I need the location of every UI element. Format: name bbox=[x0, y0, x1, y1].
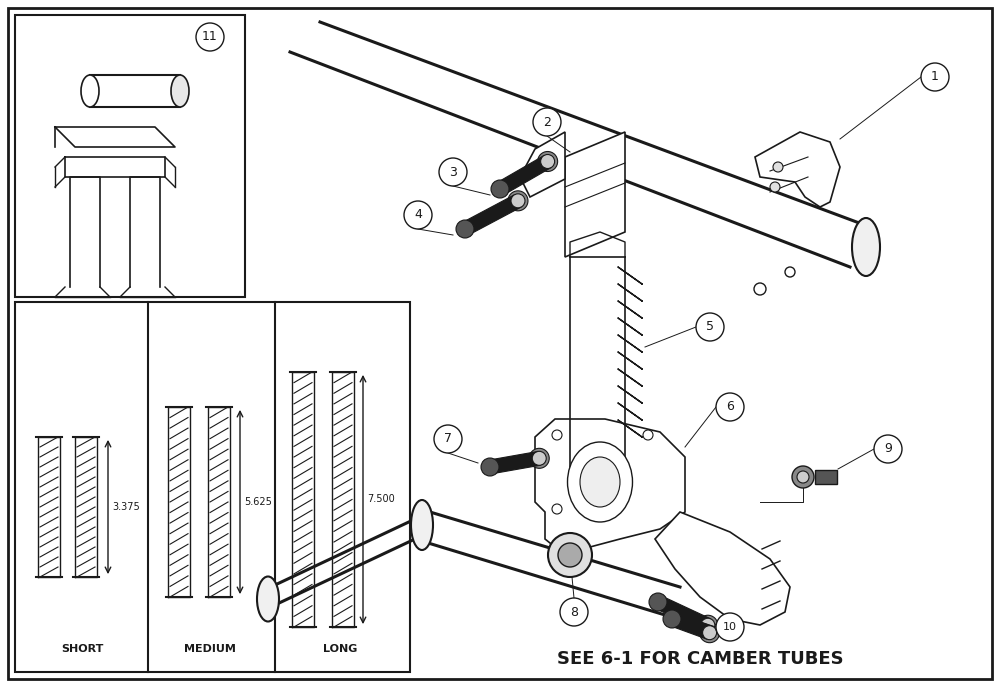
Circle shape bbox=[456, 220, 474, 238]
Circle shape bbox=[716, 613, 744, 641]
Circle shape bbox=[533, 108, 561, 136]
Ellipse shape bbox=[852, 218, 880, 276]
Circle shape bbox=[548, 533, 592, 577]
Polygon shape bbox=[535, 419, 685, 547]
Polygon shape bbox=[489, 451, 540, 474]
Bar bbox=[15, 15, 245, 297]
Circle shape bbox=[703, 626, 717, 640]
Text: 8: 8 bbox=[570, 605, 578, 618]
Circle shape bbox=[538, 152, 558, 172]
Text: 5.625: 5.625 bbox=[244, 497, 272, 507]
Polygon shape bbox=[655, 512, 790, 625]
Circle shape bbox=[792, 466, 814, 488]
Polygon shape bbox=[462, 194, 521, 235]
Polygon shape bbox=[520, 132, 565, 197]
Polygon shape bbox=[655, 596, 711, 631]
Circle shape bbox=[511, 194, 525, 208]
Circle shape bbox=[439, 158, 467, 186]
Text: 7.500: 7.500 bbox=[367, 495, 395, 504]
Circle shape bbox=[558, 543, 582, 567]
Polygon shape bbox=[670, 612, 712, 640]
Circle shape bbox=[404, 201, 432, 229]
Circle shape bbox=[434, 425, 462, 453]
Polygon shape bbox=[496, 155, 551, 195]
Circle shape bbox=[874, 435, 902, 463]
Text: LONG: LONG bbox=[323, 644, 357, 654]
Circle shape bbox=[701, 618, 715, 632]
Circle shape bbox=[696, 313, 724, 341]
Bar bbox=[815, 470, 837, 484]
Circle shape bbox=[921, 63, 949, 91]
Bar bbox=[15, 302, 410, 672]
Circle shape bbox=[532, 451, 546, 465]
Text: 10: 10 bbox=[723, 622, 737, 632]
Polygon shape bbox=[565, 132, 625, 257]
Text: 3.375: 3.375 bbox=[112, 502, 140, 512]
Text: 6: 6 bbox=[726, 401, 734, 414]
Circle shape bbox=[196, 23, 224, 51]
Text: 4: 4 bbox=[414, 208, 422, 221]
Ellipse shape bbox=[568, 442, 633, 522]
Circle shape bbox=[770, 182, 780, 192]
Ellipse shape bbox=[171, 75, 189, 107]
Text: MEDIUM: MEDIUM bbox=[184, 644, 236, 654]
Circle shape bbox=[649, 593, 667, 611]
Circle shape bbox=[773, 162, 783, 172]
Circle shape bbox=[716, 393, 744, 421]
Circle shape bbox=[541, 155, 555, 168]
Circle shape bbox=[785, 267, 795, 277]
Circle shape bbox=[481, 458, 499, 476]
Circle shape bbox=[698, 616, 718, 635]
Ellipse shape bbox=[257, 576, 279, 622]
Text: SHORT: SHORT bbox=[61, 644, 103, 654]
Text: 9: 9 bbox=[884, 442, 892, 455]
Text: 5: 5 bbox=[706, 321, 714, 333]
Circle shape bbox=[797, 471, 809, 483]
Text: 3: 3 bbox=[449, 166, 457, 179]
Circle shape bbox=[663, 610, 681, 628]
Circle shape bbox=[552, 504, 562, 514]
Polygon shape bbox=[755, 132, 840, 207]
Circle shape bbox=[700, 622, 720, 642]
Text: 11: 11 bbox=[202, 30, 218, 43]
Circle shape bbox=[552, 430, 562, 440]
Text: 1: 1 bbox=[931, 71, 939, 84]
Text: 7: 7 bbox=[444, 433, 452, 445]
Circle shape bbox=[491, 180, 509, 198]
Ellipse shape bbox=[411, 500, 433, 550]
Text: SEE 6-1 FOR CAMBER TUBES: SEE 6-1 FOR CAMBER TUBES bbox=[557, 650, 843, 668]
Circle shape bbox=[508, 191, 528, 211]
Circle shape bbox=[643, 430, 653, 440]
Ellipse shape bbox=[81, 75, 99, 107]
Circle shape bbox=[529, 449, 549, 469]
Ellipse shape bbox=[580, 457, 620, 507]
Circle shape bbox=[754, 283, 766, 295]
Circle shape bbox=[560, 598, 588, 626]
Text: 2: 2 bbox=[543, 115, 551, 128]
